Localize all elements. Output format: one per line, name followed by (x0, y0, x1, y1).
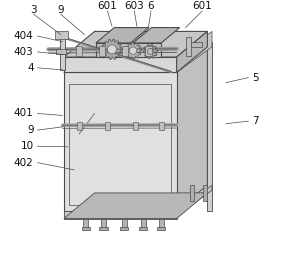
Polygon shape (105, 122, 110, 130)
Polygon shape (121, 218, 127, 227)
Text: 404: 404 (14, 31, 34, 41)
Text: 402: 402 (14, 158, 34, 168)
Polygon shape (77, 122, 82, 130)
Text: 401: 401 (14, 108, 34, 118)
Polygon shape (125, 42, 142, 59)
Text: 601: 601 (98, 1, 117, 11)
Polygon shape (64, 47, 207, 72)
Text: 10: 10 (21, 141, 34, 151)
Polygon shape (177, 47, 207, 211)
Text: 603: 603 (124, 1, 144, 11)
Polygon shape (133, 122, 138, 130)
Text: 601: 601 (192, 1, 212, 11)
Polygon shape (157, 227, 165, 230)
Polygon shape (60, 34, 65, 70)
Text: 403: 403 (14, 47, 34, 57)
Polygon shape (177, 185, 212, 216)
Polygon shape (96, 27, 149, 43)
Polygon shape (99, 46, 105, 56)
Polygon shape (82, 227, 90, 230)
Polygon shape (190, 185, 194, 201)
Polygon shape (159, 122, 164, 130)
Polygon shape (186, 36, 191, 56)
Text: 3: 3 (30, 5, 37, 15)
Polygon shape (177, 31, 212, 72)
Polygon shape (143, 44, 158, 59)
Polygon shape (177, 31, 207, 72)
Polygon shape (102, 39, 122, 60)
Polygon shape (64, 72, 177, 211)
Polygon shape (133, 27, 180, 43)
Polygon shape (76, 46, 82, 56)
Polygon shape (139, 227, 147, 230)
Polygon shape (96, 43, 130, 57)
Polygon shape (133, 43, 161, 57)
Polygon shape (191, 42, 202, 47)
Polygon shape (64, 211, 177, 218)
Text: 7: 7 (252, 116, 259, 126)
Text: 9: 9 (27, 125, 34, 135)
Polygon shape (207, 42, 212, 211)
Polygon shape (141, 218, 146, 227)
Polygon shape (83, 218, 88, 227)
Polygon shape (122, 46, 128, 56)
Polygon shape (203, 185, 207, 201)
Polygon shape (64, 193, 207, 218)
Polygon shape (99, 227, 108, 230)
Polygon shape (55, 31, 68, 39)
Text: 6: 6 (148, 1, 154, 11)
Text: 4: 4 (27, 63, 34, 73)
Circle shape (129, 47, 137, 54)
Circle shape (147, 48, 154, 54)
Polygon shape (145, 46, 152, 56)
Circle shape (108, 45, 117, 54)
Polygon shape (101, 218, 106, 227)
Polygon shape (159, 218, 164, 227)
Polygon shape (120, 227, 128, 230)
Polygon shape (64, 57, 177, 72)
Polygon shape (64, 31, 207, 57)
Text: 9: 9 (57, 5, 64, 15)
Text: 5: 5 (252, 72, 259, 82)
Polygon shape (56, 49, 66, 54)
